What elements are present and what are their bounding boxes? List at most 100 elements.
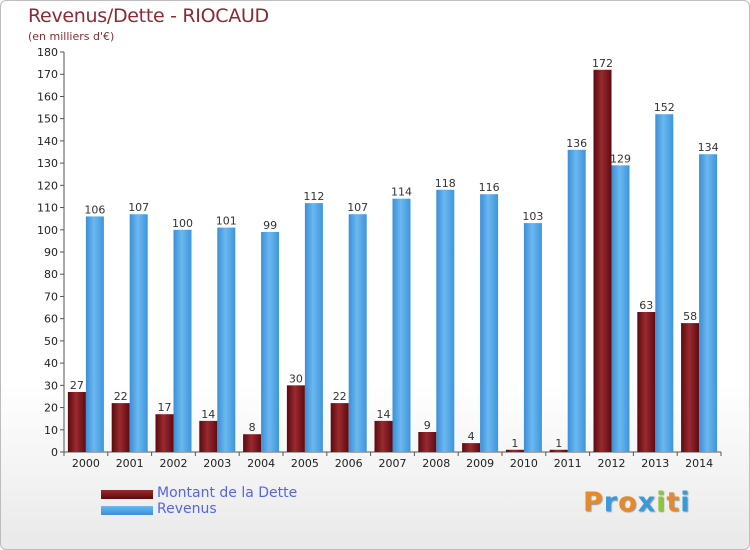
bar-debt: [155, 414, 174, 452]
bar-debt: [199, 420, 218, 452]
bar-revenue: [611, 165, 630, 453]
logo-letter: r: [603, 487, 619, 518]
x-tick-label: 2012: [598, 457, 626, 470]
proxiti-logo: Proxiti: [583, 487, 691, 518]
legend-label-debt: Montant de la Dette: [157, 485, 298, 501]
x-tick-label: 2000: [72, 457, 100, 470]
y-tick-label: 50: [44, 335, 58, 348]
x-tick-label: 2003: [203, 457, 231, 470]
legend-swatch-debt: [101, 490, 153, 499]
bar-revenue: [129, 214, 148, 452]
y-tick-label: 10: [44, 424, 58, 437]
data-label-revenue: 99: [263, 219, 277, 232]
x-tick-label: 2005: [291, 457, 319, 470]
data-label-debt: 22: [114, 390, 128, 403]
x-tick-label: 2008: [422, 457, 450, 470]
logo-letter: x: [637, 487, 657, 518]
logo-letter: i: [656, 487, 667, 518]
chart-subtitle: (en milliers d'€): [28, 30, 115, 43]
y-tick-label: 180: [37, 46, 58, 59]
bar-debt: [637, 312, 656, 452]
bars: [67, 69, 718, 453]
bar-revenue: [85, 216, 104, 452]
chart-title: Revenus/Dette - RIOCAUD: [28, 5, 269, 27]
bar-revenue: [173, 229, 192, 452]
y-tick-label: 70: [44, 290, 58, 303]
data-label-revenue: 152: [654, 101, 675, 114]
bar-revenue: [699, 154, 718, 452]
data-label-revenue: 114: [391, 186, 412, 199]
bar-revenue: [261, 232, 280, 452]
data-label-revenue: 116: [479, 181, 500, 194]
bar-debt: [505, 449, 524, 452]
data-label-revenue: 103: [522, 210, 543, 223]
bar-revenue: [655, 114, 674, 452]
data-label-revenue: 107: [347, 201, 368, 214]
y-tick-label: 150: [37, 113, 58, 126]
y-tick-label: 30: [44, 379, 58, 392]
bar-debt: [243, 434, 262, 452]
bar-revenue: [348, 214, 367, 452]
data-label-debt: 30: [289, 372, 303, 385]
x-tick-label: 2002: [160, 457, 188, 470]
bar-revenue: [480, 194, 499, 452]
data-label-debt: 14: [201, 408, 215, 421]
y-tick-label: 90: [44, 246, 58, 259]
y-tick-label: 100: [37, 224, 58, 237]
bar-revenue: [523, 223, 542, 452]
data-label-debt: 63: [639, 299, 653, 312]
y-tick-label: 130: [37, 157, 58, 170]
bar-revenue: [567, 149, 586, 452]
data-label-debt: 1: [555, 437, 562, 450]
data-label-revenue: 106: [84, 203, 105, 216]
bar-revenue: [436, 189, 455, 452]
bar-debt: [549, 449, 568, 452]
data-label-debt: 27: [70, 379, 84, 392]
bar-debt: [418, 432, 437, 452]
bar-debt: [111, 403, 130, 452]
x-tick-label: 2013: [641, 457, 669, 470]
x-tick-label: 2010: [510, 457, 538, 470]
y-tick-label: 170: [37, 68, 58, 81]
data-label-revenue: 118: [435, 177, 456, 190]
logo-letter: o: [618, 487, 638, 518]
bar-debt: [593, 69, 612, 453]
x-tick-label: 2004: [247, 457, 275, 470]
y-tick-label: 80: [44, 268, 58, 281]
data-label-revenue: 129: [610, 152, 631, 165]
logo-letter: P: [583, 487, 604, 518]
x-tick-label: 2011: [554, 457, 582, 470]
y-tick-label: 0: [51, 446, 58, 459]
x-tick-label: 2009: [466, 457, 494, 470]
data-label-revenue: 100: [172, 217, 193, 230]
logo-letter: i: [680, 487, 691, 518]
bar-revenue: [217, 227, 236, 452]
bar-chart: 0102030405060708090100110120130140150160…: [37, 46, 722, 470]
bar-debt: [67, 392, 86, 452]
y-tick-label: 160: [37, 90, 58, 103]
legend-swatch-revenue: [101, 506, 153, 515]
y-tick-label: 60: [44, 313, 58, 326]
data-label-revenue: 101: [216, 215, 237, 228]
data-label-debt: 17: [158, 401, 172, 414]
bar-debt: [330, 403, 349, 452]
logo-letter: t: [666, 487, 681, 518]
y-tick-label: 110: [37, 202, 58, 215]
data-label-revenue: 112: [303, 190, 324, 203]
data-label-revenue: 134: [698, 141, 719, 154]
bar-debt: [374, 420, 393, 452]
x-tick-label: 2001: [116, 457, 144, 470]
y-tick-label: 120: [37, 179, 58, 192]
data-label-revenue: 136: [566, 137, 587, 150]
bar-debt: [681, 323, 700, 452]
y-tick-label: 40: [44, 357, 58, 370]
data-label-debt: 172: [592, 57, 613, 70]
y-tick-label: 20: [44, 402, 58, 415]
data-label-debt: 4: [468, 430, 475, 443]
legend-label-revenue: Revenus: [157, 501, 217, 517]
bar-debt: [286, 385, 305, 452]
x-tick-label: 2007: [379, 457, 407, 470]
bar-debt: [462, 443, 481, 452]
data-label-debt: 1: [511, 437, 518, 450]
